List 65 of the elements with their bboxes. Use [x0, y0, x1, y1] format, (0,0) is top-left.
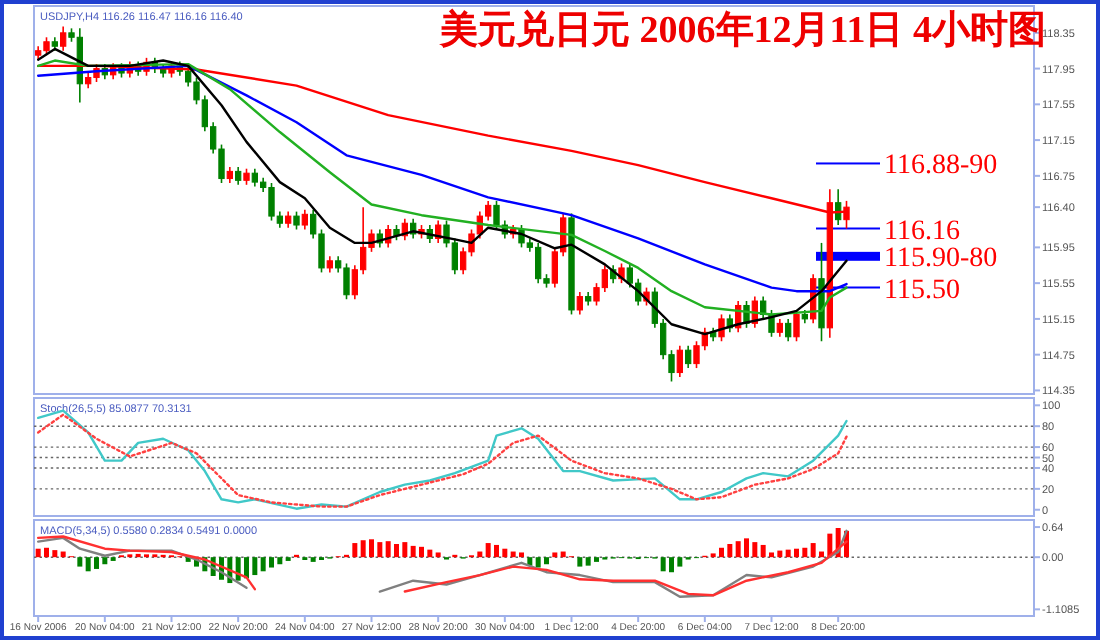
bar: [744, 538, 749, 558]
bar: [577, 557, 583, 567]
ref-line-label: 115.50: [884, 275, 960, 306]
candlestick: [576, 291, 583, 316]
candlestick: [693, 340, 700, 369]
bar: [377, 542, 383, 558]
bar: [94, 557, 99, 569]
bar: [394, 544, 399, 558]
band-label: 116.88-90: [884, 151, 998, 182]
candlestick: [685, 344, 692, 369]
bar: [519, 552, 524, 558]
bar: [352, 543, 358, 558]
candlestick: [343, 262, 350, 301]
bar: [669, 557, 674, 573]
bar: [102, 557, 108, 565]
bar: [35, 548, 41, 558]
candlestick: [535, 242, 542, 284]
bar: [244, 557, 249, 579]
bar: [52, 550, 58, 558]
bar: [727, 544, 733, 558]
bar: [485, 543, 491, 558]
bar: [794, 548, 799, 558]
bar: [777, 550, 783, 558]
band-label: 115.90-80: [884, 244, 998, 275]
bar: [735, 541, 741, 558]
bar: [85, 557, 91, 572]
bar: [435, 552, 441, 558]
bar: [427, 549, 433, 558]
bar: [369, 539, 374, 558]
bar: [535, 557, 541, 568]
candlestick: [60, 25, 67, 52]
bar: [752, 542, 758, 558]
candlestick: [301, 209, 308, 231]
bar: [719, 547, 724, 558]
bar: [802, 547, 808, 558]
line-series: [403, 540, 848, 597]
candlestick: [268, 182, 275, 222]
bar: [44, 547, 49, 558]
ref-line-label: 116.16: [884, 216, 960, 247]
bar: [494, 544, 499, 558]
bar: [552, 552, 558, 558]
bar: [660, 557, 666, 572]
bar: [385, 541, 391, 558]
bar: [502, 548, 508, 558]
candlestick: [493, 200, 500, 231]
bar: [77, 557, 83, 567]
bar: [769, 552, 774, 558]
bar: [402, 542, 408, 558]
bar: [760, 544, 766, 558]
bar: [419, 546, 424, 558]
bar: [360, 540, 366, 558]
bar: [260, 557, 266, 572]
candlestick: [676, 344, 683, 378]
bar: [810, 543, 816, 558]
bar: [410, 545, 416, 558]
bar: [269, 557, 274, 568]
bar: [544, 557, 549, 565]
bar: [677, 557, 683, 567]
bar: [252, 557, 258, 576]
bar: [585, 557, 591, 566]
bar: [277, 557, 283, 565]
candlestick: [718, 313, 725, 343]
bar: [785, 549, 791, 558]
line-series: [378, 529, 848, 598]
candlestick: [785, 318, 792, 343]
